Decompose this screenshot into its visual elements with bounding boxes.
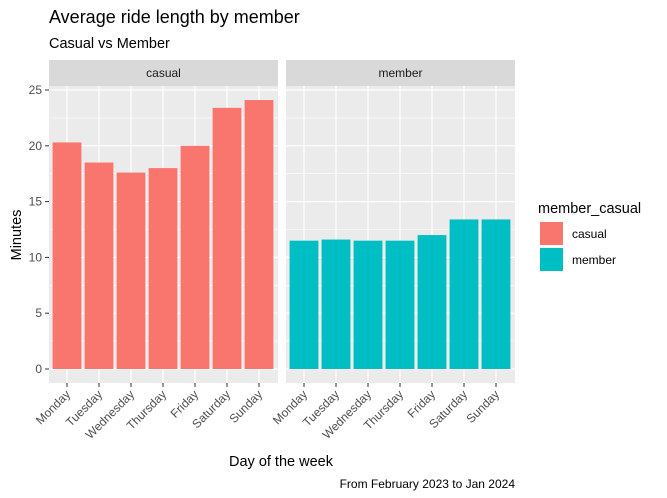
y-tick-label: 15: [29, 195, 43, 209]
legend-label: member: [572, 253, 616, 267]
facet-panel-member: memberMondayTuesdayWednesdayThursdayFrid…: [270, 60, 515, 442]
legend: member_casual casual member: [538, 201, 641, 271]
legend-key-member: [540, 248, 563, 271]
facet-strip-label: member: [378, 66, 422, 80]
y-tick-label: 10: [29, 250, 43, 264]
chart-title: Average ride length by member: [49, 7, 300, 27]
x-axis-title: Day of the week: [229, 454, 334, 470]
bar-casual-monday: [52, 142, 82, 369]
bar-casual-thursday: [148, 168, 178, 369]
y-tick-label: 25: [29, 83, 43, 97]
bar-member-monday: [289, 240, 319, 369]
y-tick-label: 5: [35, 306, 42, 320]
bar-member-sunday: [481, 219, 511, 369]
x-tick-label: Sunday: [226, 387, 265, 426]
y-axis: 0 5 10 15 20 25: [29, 83, 49, 376]
x-tick-label: Sunday: [463, 387, 502, 426]
facet-panels: casualMondayTuesdayWednesdayThursdayFrid…: [33, 60, 515, 442]
y-tick-label: 20: [29, 139, 43, 153]
chart-caption: From February 2023 to Jan 2024: [340, 477, 516, 491]
legend-label: casual: [572, 227, 607, 241]
bar-casual-saturday: [212, 107, 242, 369]
bar-member-wednesday: [353, 240, 383, 369]
legend-key-casual: [540, 222, 563, 245]
bar-casual-tuesday: [84, 162, 114, 369]
bar-member-thursday: [385, 240, 415, 369]
bar-member-saturday: [449, 219, 479, 369]
bar-member-tuesday: [321, 239, 351, 369]
facet-strip-label: casual: [146, 66, 181, 80]
bar-member-friday: [417, 235, 447, 369]
chart-subtitle: Casual vs Member: [49, 36, 170, 52]
bar-casual-sunday: [244, 100, 274, 369]
bar-casual-wednesday: [116, 172, 146, 369]
y-axis-title: Minutes: [9, 210, 25, 261]
facet-strip-member: [286, 60, 515, 86]
y-tick-label: 0: [35, 362, 42, 376]
legend-title: member_casual: [538, 201, 641, 217]
facet-strip-casual: [49, 60, 278, 86]
bar-casual-friday: [180, 145, 210, 369]
facet-panel-casual: casualMondayTuesdayWednesdayThursdayFrid…: [33, 60, 278, 442]
